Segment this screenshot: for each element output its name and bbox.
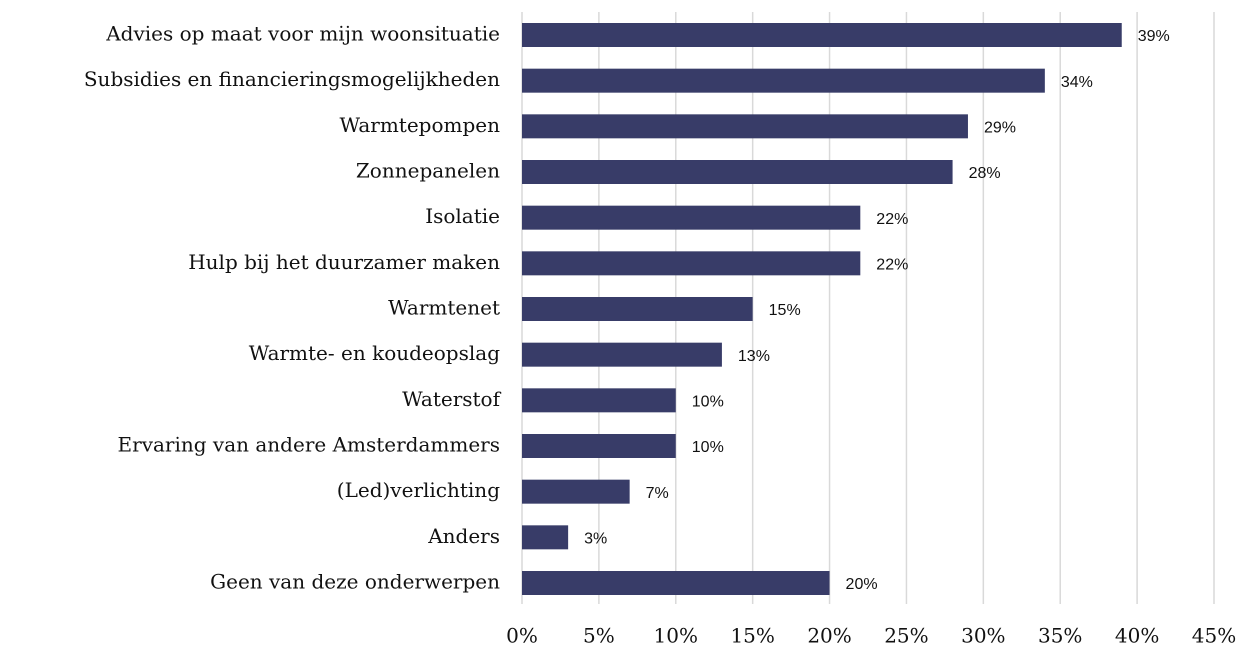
value-label: 39% bbox=[1138, 28, 1170, 45]
value-label: 34% bbox=[1061, 74, 1093, 91]
x-tick-label: 10% bbox=[654, 624, 698, 648]
bar bbox=[522, 160, 953, 184]
value-label: 10% bbox=[692, 439, 724, 456]
category-label: Advies op maat voor mijn woonsituatie bbox=[105, 22, 500, 46]
bar bbox=[522, 388, 676, 413]
category-label: Warmtepompen bbox=[340, 113, 501, 137]
value-label: 20% bbox=[846, 576, 878, 593]
bar bbox=[522, 525, 569, 550]
category-label: Geen van deze onderwerpen bbox=[210, 570, 500, 594]
bar bbox=[522, 479, 630, 504]
value-label: 13% bbox=[738, 348, 770, 365]
bar bbox=[522, 342, 722, 367]
x-tick-label: 35% bbox=[1038, 624, 1082, 648]
bar bbox=[522, 114, 968, 139]
bar bbox=[522, 205, 861, 230]
bar bbox=[522, 23, 1122, 47]
value-label: 28% bbox=[969, 165, 1001, 182]
value-label: 15% bbox=[769, 302, 801, 319]
bar bbox=[522, 571, 830, 595]
x-tick-label: 30% bbox=[961, 624, 1005, 648]
bar bbox=[522, 68, 1045, 93]
x-tick-label: 40% bbox=[1115, 624, 1159, 648]
x-tick-label: 15% bbox=[730, 624, 774, 648]
value-label: 22% bbox=[876, 257, 908, 274]
category-label: Hulp bij het duurzamer maken bbox=[188, 250, 500, 274]
category-label: Warmtenet bbox=[388, 296, 500, 320]
category-label: Waterstof bbox=[402, 387, 502, 411]
x-tick-label: 5% bbox=[583, 624, 615, 648]
category-label: Isolatie bbox=[425, 204, 500, 228]
category-label: (Led)verlichting bbox=[337, 478, 500, 502]
value-label: 22% bbox=[876, 211, 908, 228]
bar bbox=[522, 297, 753, 321]
bar bbox=[522, 251, 861, 276]
category-label: Subsidies en financieringsmogelijkheden bbox=[84, 67, 500, 91]
x-tick-label: 20% bbox=[807, 624, 851, 648]
bar bbox=[522, 434, 676, 458]
category-label: Ervaring van andere Amsterdammers bbox=[118, 433, 500, 457]
category-label: Warmte- en koudeopslag bbox=[249, 341, 500, 365]
x-tick-label: 25% bbox=[884, 624, 928, 648]
value-label: 29% bbox=[984, 120, 1016, 137]
x-tick-label: 0% bbox=[506, 624, 538, 648]
value-label: 3% bbox=[584, 531, 607, 548]
value-label: 7% bbox=[646, 485, 669, 502]
category-label: Zonnepanelen bbox=[356, 159, 500, 183]
value-label: 10% bbox=[692, 394, 724, 411]
x-tick-label: 45% bbox=[1192, 624, 1236, 648]
category-label: Anders bbox=[427, 524, 500, 548]
